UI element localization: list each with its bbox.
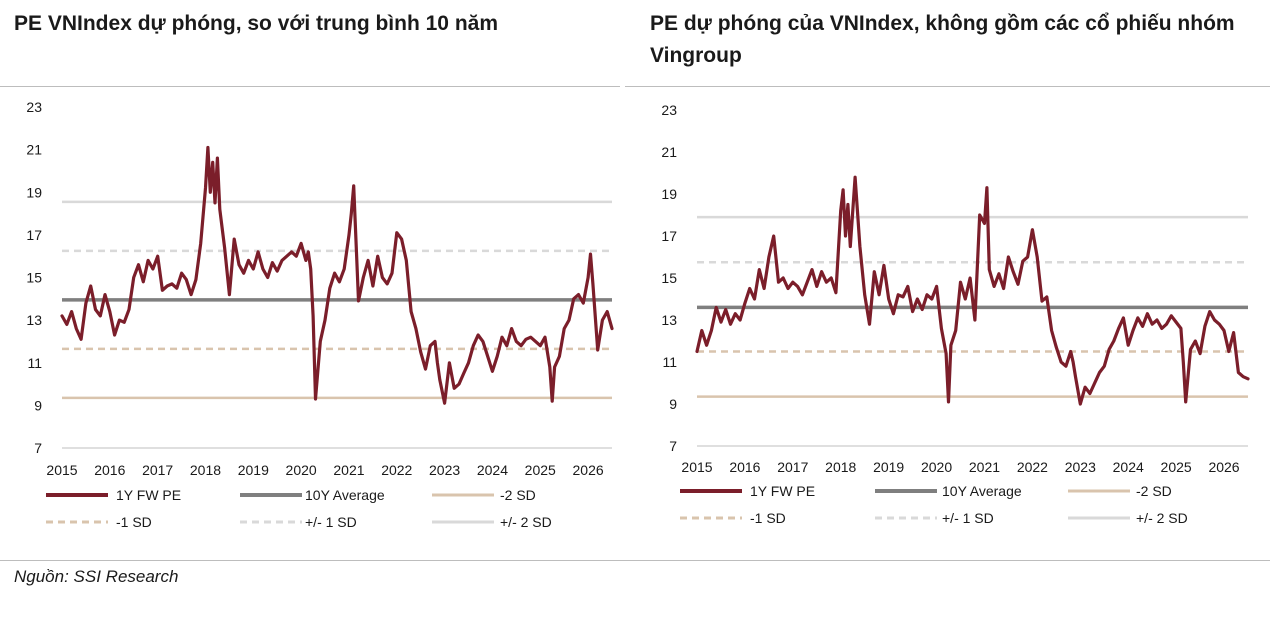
y-tick-label: 21 [661,144,677,160]
x-tick-label: 2015 [681,459,712,475]
y-tick-label: 11 [27,355,42,371]
y-tick-label: 13 [26,312,42,328]
x-tick-label: 2026 [1208,459,1239,475]
x-tick-label: 2025 [525,462,556,478]
x-tick-label: 2017 [777,459,808,475]
legend-minus-1sd-label: -1 SD [116,514,152,530]
legend-pe-label: 1Y FW PE [750,483,815,499]
y-tick-label: 19 [661,186,677,202]
pe-series-line [695,175,1250,406]
x-tick-label: 2024 [1113,459,1144,475]
y-tick-label: 17 [661,228,677,244]
y-tick-label: 15 [661,270,677,286]
divider-top-left [0,86,620,87]
y-tick-label: 9 [34,397,42,413]
chart-title-left: PE VNIndex dự phóng, so với trung bình 1… [14,12,499,35]
legend-plus-1sd-label: +/- 1 SD [305,514,357,530]
x-tick-label: 2018 [825,459,856,475]
x-tick-label: 2017 [142,462,173,478]
x-tick-label: 2020 [286,462,317,478]
y-tick-label: 11 [662,354,677,370]
x-tick-label: 2023 [429,462,460,478]
x-tick-label: 2020 [921,459,952,475]
legend-minus-2sd-label: -2 SD [1136,483,1172,499]
legend-average-label: 10Y Average [942,483,1022,499]
divider-top-right [625,86,1270,87]
x-tick-label: 2022 [1017,459,1048,475]
y-tick-label: 21 [26,142,42,158]
y-tick-label: 15 [26,270,42,286]
legend-average-label: 10Y Average [305,487,385,503]
x-tick-label: 2025 [1161,459,1192,475]
y-tick-label: 23 [26,99,42,115]
x-tick-label: 2021 [333,462,364,478]
legend-plus-1sd-label: +/- 1 SD [942,510,994,526]
x-tick-label: 2026 [573,462,604,478]
x-tick-label: 2016 [94,462,125,478]
legend-plus-2sd-label: +/- 2 SD [1136,510,1188,526]
y-tick-label: 23 [661,102,677,118]
y-tick-label: 7 [34,440,42,456]
legend-plus-2sd-label: +/- 2 SD [500,514,552,530]
x-tick-label: 2018 [190,462,221,478]
pe-series-line [60,145,614,405]
x-tick-label: 2016 [729,459,760,475]
x-tick-label: 2019 [873,459,904,475]
y-tick-label: 17 [26,227,42,243]
y-tick-label: 19 [26,184,42,200]
x-tick-label: 2015 [46,462,77,478]
legend-minus-1sd-label: -1 SD [750,510,786,526]
legend-minus-2sd-label: -2 SD [500,487,536,503]
divider-bottom [0,560,1270,561]
x-tick-label: 2022 [381,462,412,478]
charts-canvas: 7 9 11 13 15 17 19 21 23 2015 2016 2017 2018 2019 2020… [26,99,1250,530]
y-tick-label: 13 [661,312,677,328]
x-tick-label: 2023 [1065,459,1096,475]
x-tick-label: 2021 [969,459,1000,475]
chart-title-right: PE dự phóng của VNIndex, không gồm các c… [650,12,1235,67]
y-tick-label: 9 [669,396,677,412]
x-tick-label: 2024 [477,462,508,478]
legend-pe-label: 1Y FW PE [116,487,181,503]
x-tick-label: 2019 [238,462,269,478]
source-note: Nguồn: SSI Research [14,567,179,586]
y-tick-label: 7 [669,438,677,454]
